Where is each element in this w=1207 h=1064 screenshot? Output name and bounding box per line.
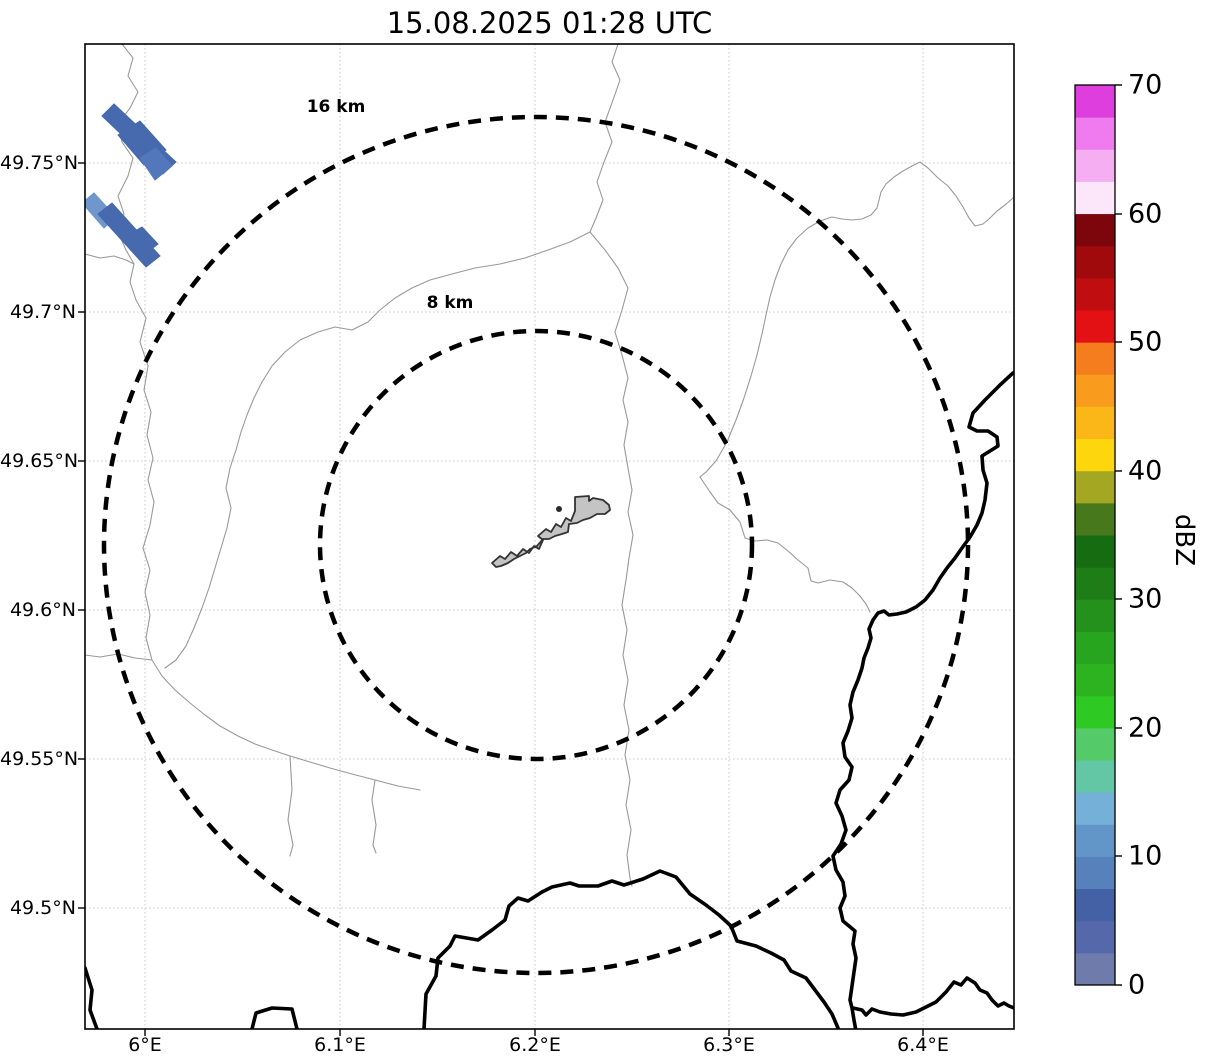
municipal-boundary-line — [164, 231, 591, 669]
range-ring-16km — [101, 114, 971, 976]
y-tick-label-49p55n: 49.55°N — [0, 748, 79, 770]
figure-title: 15.08.2025 01:28 UTC — [386, 6, 713, 40]
colorbar-segment — [1075, 277, 1115, 311]
range-ring-label-16km: 16 km — [306, 97, 366, 117]
colorbar-tick-label-50: 50 — [1128, 326, 1163, 358]
colorbar-segment — [1075, 663, 1115, 697]
y-tick-label-49p7n: 49.7°N — [9, 301, 76, 323]
range-ring-8km — [317, 328, 755, 762]
radar-echo-cell — [125, 226, 159, 257]
colorbar-segment — [1075, 149, 1115, 182]
colorbar-segment — [1075, 470, 1115, 504]
colorbar-segment — [1075, 920, 1115, 954]
y-tick-label-49p6n: 49.6°N — [9, 599, 76, 621]
colorbar-segment — [1075, 792, 1115, 825]
y-tick-label-49p5n: 49.5°N — [9, 897, 76, 919]
municipal-boundary-line — [589, 231, 634, 887]
x-tick-label-6p2e: 6.2°E — [509, 1034, 561, 1056]
colorbar-segment — [1075, 502, 1115, 536]
colorbar-tick-label-20: 20 — [1128, 712, 1163, 744]
colorbar-segment — [1075, 117, 1115, 150]
colorbar-segment — [1075, 213, 1115, 247]
municipal-boundary-line — [287, 755, 294, 857]
colorbar-tick-label-10: 10 — [1128, 840, 1163, 872]
range-ring-label-8km: 8 km — [426, 293, 474, 313]
colorbar-segment — [1075, 245, 1115, 279]
colorbar-segment — [1075, 310, 1115, 343]
x-tick-label-6p3e: 6.3°E — [703, 1034, 755, 1056]
colorbar-segment — [1075, 535, 1115, 568]
colorbar-axis-label: dBZ — [1169, 513, 1199, 567]
country-border-line — [851, 976, 1014, 1017]
colorbar-tick-label-30: 30 — [1128, 583, 1163, 615]
municipal-boundary-line — [589, 44, 621, 233]
colorbar-tick-label-0: 0 — [1128, 969, 1146, 1001]
municipal-boundary-line — [699, 161, 1014, 478]
colorbar-segment — [1075, 406, 1115, 440]
colorbar-segment — [1075, 856, 1115, 890]
colorbar-segment — [1075, 824, 1115, 857]
municipal-boundary-line — [699, 476, 871, 613]
x-tick-label-6p4e: 6.4°E — [897, 1034, 949, 1056]
airport-outline — [491, 495, 611, 568]
country-border-line — [250, 1006, 299, 1029]
colorbar-segment — [1075, 952, 1115, 986]
colorbar-segment — [1075, 374, 1115, 407]
airport-marker-dot — [556, 506, 562, 512]
plot-frame — [84, 43, 1015, 1030]
colorbar-segment — [1075, 727, 1115, 761]
colorbar-segment — [1075, 181, 1115, 215]
colorbar-segment — [1075, 695, 1115, 729]
colorbar-segment — [1075, 85, 1115, 118]
map-layers — [85, 44, 1014, 1029]
colorbar-segment — [1075, 342, 1115, 375]
x-tick-label-6p1e: 6.1°E — [314, 1034, 366, 1056]
colorbar-tick-label-60: 60 — [1128, 198, 1163, 230]
y-tick-label-49p65n: 49.65°N — [0, 450, 79, 472]
colorbar-segment — [1075, 888, 1115, 922]
radar-echo-cell — [139, 147, 173, 181]
municipal-boundary-line — [371, 779, 377, 854]
x-tick-label-6e: 6°E — [128, 1034, 162, 1056]
colorbar-tick-label-70: 70 — [1128, 69, 1163, 101]
colorbar-frame — [1074, 84, 1116, 986]
country-border-line — [422, 869, 840, 1029]
colorbar-segment — [1075, 760, 1115, 793]
colorbar-tick-label-40: 40 — [1128, 455, 1163, 487]
colorbar-segment — [1075, 599, 1115, 632]
country-border-line — [831, 371, 1014, 1029]
municipal-boundary-line — [117, 44, 421, 791]
y-tick-label-49p75n: 49.75°N — [0, 152, 79, 174]
colorbar-segment — [1075, 631, 1115, 665]
municipal-boundary-line — [85, 253, 135, 265]
colorbar-segment — [1075, 438, 1115, 472]
country-border-line — [85, 966, 99, 1029]
colorbar-segment — [1075, 567, 1115, 600]
